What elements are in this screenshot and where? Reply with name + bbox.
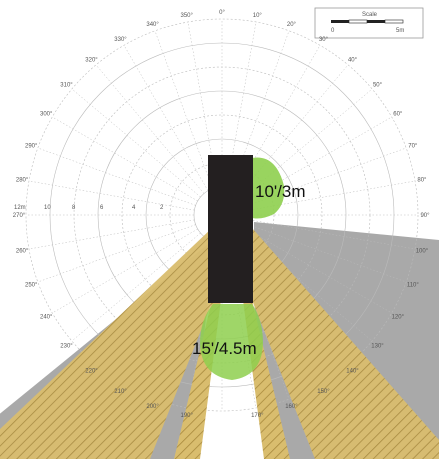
bearing-label: 90°	[420, 213, 430, 219]
bearing-label: 50°	[373, 83, 383, 89]
bearing-labels: 0° 10° 20° 30° 40° 50° 60° 70° 80° 90° 100° 110° 120…	[13, 10, 430, 419]
bearing-label: 170°	[251, 413, 264, 419]
grid-spoke	[28, 219, 195, 250]
bearing-label: 220°	[85, 369, 98, 375]
grid-spoke	[95, 64, 205, 194]
bearing-label: 30°	[319, 37, 329, 43]
bearing-label: 240°	[40, 315, 53, 321]
grid-spoke	[71, 232, 201, 342]
bearing-label: 200°	[146, 404, 159, 410]
grid-spoke	[248, 224, 407, 283]
grid-spoke	[123, 45, 209, 191]
grid-spoke	[52, 228, 198, 314]
bearing-label: 0°	[219, 10, 225, 16]
bearing-label: 140°	[346, 369, 359, 375]
close-zone-rear	[200, 304, 263, 380]
grid-spoke	[154, 30, 213, 189]
bearing-label: 260°	[16, 248, 29, 254]
rear-distance-label: 15'/4.5m	[192, 339, 257, 358]
bearing-label: 70°	[408, 144, 418, 150]
bearing-label: 310°	[60, 83, 73, 89]
range-label: 12m	[14, 205, 26, 211]
bearing-label: 230°	[60, 344, 73, 350]
bearing-label: 300°	[40, 112, 53, 118]
bearing-label: 110°	[407, 282, 420, 288]
bearing-label: 320°	[85, 58, 98, 64]
bearing-label: 100°	[416, 248, 429, 254]
range-label: 6	[100, 205, 104, 211]
bearing-label: 250°	[25, 282, 38, 288]
grid-spoke	[71, 88, 201, 198]
hatched-zone-right-wedge	[252, 228, 439, 459]
scale-title: Scale	[362, 12, 378, 18]
hatched-zone-left-wedge	[0, 228, 213, 459]
bearing-label: 280°	[16, 178, 29, 184]
grid-spoke	[52, 116, 198, 202]
bearing-label: 150°	[317, 389, 330, 395]
bearing-label: 190°	[180, 413, 193, 419]
bearing-label: 130°	[371, 344, 384, 350]
vehicle-body	[208, 155, 253, 303]
range-labels: 12m 10 8 6 4 2	[14, 205, 164, 211]
bearing-label: 160°	[285, 404, 298, 410]
bearing-label: 210°	[114, 389, 127, 395]
bearing-label: 330°	[114, 37, 127, 43]
bearing-label: 80°	[417, 178, 427, 184]
grid-spoke	[235, 45, 321, 191]
bearing-label: 10°	[253, 13, 263, 19]
scale-start: 0	[331, 28, 335, 34]
bearing-label: 60°	[393, 112, 403, 118]
bearing-label: 290°	[25, 144, 38, 150]
range-label: 4	[132, 205, 136, 211]
bearing-label: 350°	[180, 13, 193, 19]
bearing-label: 340°	[146, 22, 159, 28]
bearing-label: 40°	[348, 58, 358, 64]
bearing-label: 20°	[287, 22, 297, 28]
bearing-label: 120°	[392, 315, 405, 321]
range-label: 10	[44, 205, 51, 211]
grid-spoke	[28, 180, 195, 211]
scale-end: 5m	[396, 28, 404, 34]
bearing-label: 270°	[13, 213, 26, 219]
grid-spoke	[37, 224, 196, 283]
grid-spoke	[246, 228, 392, 314]
range-label: 8	[72, 205, 76, 211]
grid-ring	[25, 18, 419, 412]
range-label: 2	[160, 205, 164, 211]
side-distance-label: 10'/3m	[255, 182, 306, 201]
scale-bar: Scale 0 5m	[314, 7, 424, 39]
grid-spoke	[249, 219, 416, 250]
close-zone-side	[252, 157, 285, 219]
grid-spoke	[37, 147, 196, 206]
